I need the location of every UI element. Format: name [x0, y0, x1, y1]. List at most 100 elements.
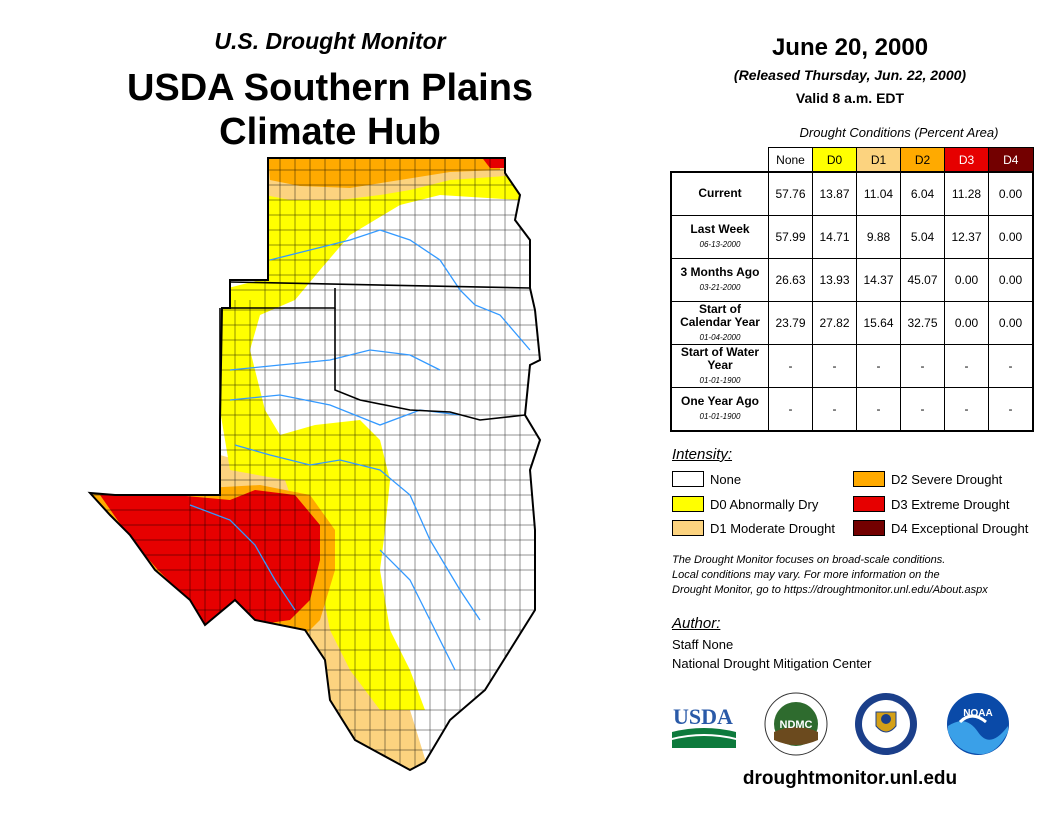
- legend-swatch: [853, 520, 885, 536]
- table-cell: -: [812, 344, 857, 388]
- legend-swatch: [672, 520, 704, 536]
- row-header: Last Week 06-13-2000: [670, 215, 769, 259]
- row-header: One Year Ago 01-01-1900: [670, 387, 769, 432]
- legend-item-d3: D3 Extreme Drought: [853, 495, 1010, 513]
- table-cell: 23.79: [768, 301, 813, 345]
- row-header: 3 Months Ago 03-21-2000: [670, 258, 769, 302]
- hub-title-line2: Climate Hub: [219, 111, 441, 153]
- column-header: D2: [900, 147, 945, 173]
- table-cell: -: [768, 387, 813, 432]
- hub-title: USDA Southern Plains Climate Hub: [70, 66, 590, 154]
- conditions-table-title: Drought Conditions (Percent Area): [799, 125, 999, 140]
- table-cell: 13.87: [812, 171, 857, 216]
- table-cell: -: [900, 344, 945, 388]
- row-date: 03-21-2000: [699, 283, 741, 292]
- valid-time: Valid 8 a.m. EDT: [795, 90, 905, 106]
- table-cell: 5.04: [900, 215, 945, 259]
- legend-item-d2: D2 Severe Drought: [853, 470, 1002, 488]
- table-cell: 0.00: [944, 301, 989, 345]
- table-cell: -: [988, 344, 1034, 388]
- table-cell: 57.76: [768, 171, 813, 216]
- row-header: Start of Calendar Year 01-04-2000: [670, 301, 769, 345]
- table-cell: 6.04: [900, 171, 945, 216]
- footer-url[interactable]: droughtmonitor.unl.edu: [742, 768, 958, 789]
- table-header-row: None D0 D1 D2 D3 D4: [671, 147, 1034, 173]
- author-org: National Drought Mitigation Center: [672, 656, 872, 671]
- map-d3-area: [100, 490, 320, 628]
- table-cell: 57.99: [768, 215, 813, 259]
- table-cell: 45.07: [900, 258, 945, 302]
- table-cell: 15.64: [856, 301, 901, 345]
- column-header: D1: [856, 147, 901, 173]
- table-cell: 0.00: [944, 258, 989, 302]
- table-cell: 11.04: [856, 171, 901, 216]
- legend-item-d4: D4 Exceptional Drought: [853, 519, 1028, 537]
- row-header: Current: [670, 171, 769, 216]
- note-line: Local conditions may vary. For more info…: [672, 569, 940, 581]
- legend-swatch: [853, 496, 885, 512]
- legend-label: None: [710, 471, 742, 487]
- column-header: D0: [812, 147, 857, 173]
- map-d2-area-north: [268, 158, 500, 188]
- drought-map: [87, 157, 542, 772]
- table-row: Start of Water Year 01-01-1900- - - - - -: [670, 344, 1034, 388]
- table-row: Last Week 06-13-2000 57.99 14.71 9.88 5.04 12.…: [670, 215, 1034, 259]
- commerce-seal-logo: [855, 693, 917, 755]
- noaa-logo: NOAA: [947, 693, 1009, 755]
- table-cell: -: [856, 387, 901, 432]
- row-date: 01-04-2000: [699, 332, 741, 342]
- legend-swatch: [853, 471, 885, 487]
- column-header: D3: [944, 147, 989, 173]
- row-date: 01-01-1900: [699, 375, 741, 385]
- table-cell: 11.28: [944, 171, 989, 216]
- row-header: Start of Water Year 01-01-1900: [670, 344, 769, 388]
- table-cell: 0.00: [988, 258, 1034, 302]
- table-cell: -: [988, 387, 1034, 432]
- row-date: 06-13-2000: [699, 240, 741, 249]
- legend-label: D0 Abnormally Dry: [710, 496, 819, 512]
- legend-label: D3 Extreme Drought: [891, 496, 1010, 512]
- column-header: None: [768, 147, 813, 173]
- author-title: Author:: [672, 615, 721, 632]
- drought-monitor-note: The Drought Monitor focuses on broad-sca…: [672, 553, 1042, 598]
- table-cell: -: [900, 387, 945, 432]
- map-date: June 20, 2000: [771, 34, 929, 61]
- table-cell: -: [768, 344, 813, 388]
- usda-logo-text: USDA: [673, 704, 733, 729]
- intensity-title: Intensity:: [672, 446, 733, 463]
- noaa-logo-text: NOAA: [963, 708, 992, 719]
- row-label: One Year Ago: [680, 394, 760, 408]
- table-cell: 13.93: [812, 258, 857, 302]
- table-cell: 14.71: [812, 215, 857, 259]
- table-cell: -: [944, 387, 989, 432]
- note-line: The Drought Monitor focuses on broad-sca…: [672, 554, 946, 566]
- legend-swatch: [672, 496, 704, 512]
- ks-ok-border: [229, 281, 531, 289]
- legend-label: D1 Moderate Drought: [710, 520, 836, 536]
- table-cell: 0.00: [988, 171, 1034, 216]
- ndmc-logo-text: NDMC: [780, 719, 813, 731]
- row-label: Current: [698, 185, 742, 200]
- table-row: One Year Ago 01-01-1900- - - - - -: [670, 387, 1034, 432]
- table-row: 3 Months Ago 03-21-2000 26.63 13.93 14.37 45.…: [670, 258, 1034, 302]
- column-header: D4: [988, 147, 1034, 173]
- legend-item-none: None: [672, 470, 741, 488]
- table-cell: 32.75: [900, 301, 945, 345]
- ndmc-logo: NDMC: [764, 692, 828, 756]
- legend-swatch: [672, 471, 704, 487]
- rivers: [189, 229, 531, 671]
- release-date: (Released Thursday, Jun. 22, 2000): [733, 67, 967, 83]
- legend-label: D4 Exceptional Drought: [891, 520, 1029, 536]
- row-date: 01-01-1900: [699, 412, 741, 421]
- table-cell: 9.88: [856, 215, 901, 259]
- table-corner: [671, 148, 769, 173]
- table-cell: 0.00: [988, 301, 1034, 345]
- table-cell: -: [812, 387, 857, 432]
- conditions-table: None D0 D1 D2 D3 D4 Current 57.76 13.87 11.…: [670, 147, 1034, 432]
- table-cell: 12.37: [944, 215, 989, 259]
- table-cell: 27.82: [812, 301, 857, 345]
- table-row: Start of Calendar Year 01-04-2000 23.79 27.…: [670, 301, 1034, 345]
- legend-label: D2 Severe Drought: [891, 471, 1003, 487]
- row-label: Last Week: [690, 222, 750, 236]
- row-label: Start of Calendar Year: [680, 301, 760, 329]
